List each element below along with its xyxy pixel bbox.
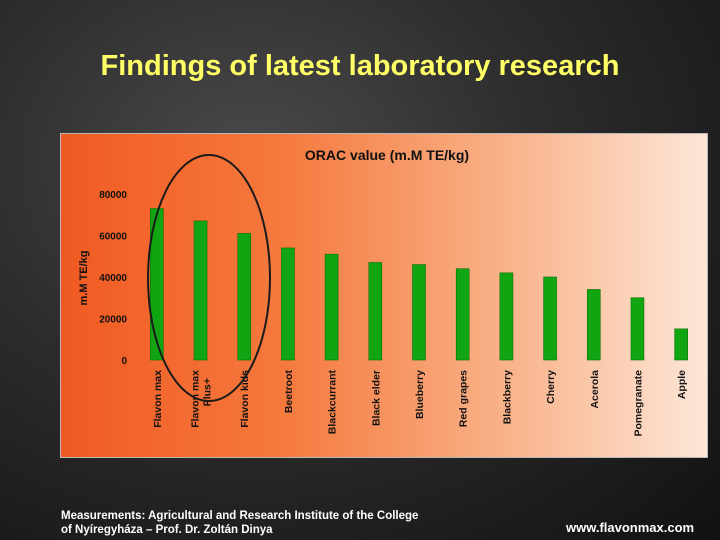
chart-panel: ORAC value (m.M TE/kg) m.M TE/kg 0 20000 4… bbox=[60, 133, 708, 458]
source-line-1: Measurements: Agricultural and Research … bbox=[61, 510, 419, 522]
bar-beetroot bbox=[281, 247, 295, 361]
website-link[interactable]: www.flavonmax.com bbox=[566, 520, 695, 535]
bar-blackcurrant bbox=[324, 253, 339, 361]
x-tick-label-blackcurrant: Blackcurrant bbox=[327, 370, 339, 435]
bar-flavon-max-plus bbox=[193, 220, 208, 361]
x-tick-label-blackberry: Blackberry bbox=[501, 370, 513, 424]
x-tick-label-apple: Apple bbox=[676, 370, 688, 399]
source-line-2: of Nyíregyháza – Prof. Dr. Zoltán Dinya bbox=[61, 524, 273, 536]
bar-cherry bbox=[543, 276, 557, 361]
source-note: Measurements: Agricultural and Research … bbox=[61, 509, 501, 537]
x-tick-label-beetroot: Beetroot bbox=[283, 369, 295, 413]
bar-red-grapes bbox=[455, 268, 470, 361]
x-tick-label-red-grapes: Red grapes bbox=[458, 370, 470, 427]
bar-pomegranate bbox=[630, 297, 645, 361]
x-tick-label-cherry: Cherry bbox=[545, 370, 557, 404]
y-tick-label-60000: 60000 bbox=[99, 232, 127, 243]
x-tick-label-pomegranate: Pomegranate bbox=[632, 370, 644, 437]
bar-blueberry bbox=[412, 264, 426, 361]
orac-bar-chart: ORAC value (m.M TE/kg) m.M TE/kg 0 20000 4… bbox=[78, 147, 688, 437]
chart-title: ORAC value (m.M TE/kg) bbox=[305, 147, 469, 163]
x-tick-label-flavon-kids: Flavon kids bbox=[239, 370, 251, 428]
bar-black-elder bbox=[368, 262, 383, 361]
x-tick-label-acerola: Acerola bbox=[589, 370, 601, 409]
x-tick-label-black-elder: Black elder bbox=[370, 370, 382, 426]
y-tick-label-80000: 80000 bbox=[99, 190, 127, 201]
bar-blackberry bbox=[499, 272, 514, 361]
bar-flavon-kids bbox=[237, 233, 252, 361]
y-tick-label-20000: 20000 bbox=[99, 315, 127, 326]
flavon-products-highlight-ellipse bbox=[147, 154, 271, 402]
bar-apple bbox=[674, 328, 688, 361]
x-tick-label-flavon-max-plus: Flavon maxPlus+ bbox=[190, 370, 214, 428]
slide-title: Findings of latest laboratory research bbox=[100, 50, 620, 82]
bar-acerola bbox=[586, 289, 601, 361]
x-tick-label-blueberry: Blueberry bbox=[414, 370, 426, 419]
bar-flavon-max bbox=[150, 208, 164, 361]
x-tick-label-flavon-max: Flavon max bbox=[152, 370, 164, 428]
y-axis-label: m.M TE/kg bbox=[78, 250, 90, 305]
y-tick-label-40000: 40000 bbox=[99, 273, 127, 284]
y-tick-label-0: 0 bbox=[121, 356, 127, 367]
